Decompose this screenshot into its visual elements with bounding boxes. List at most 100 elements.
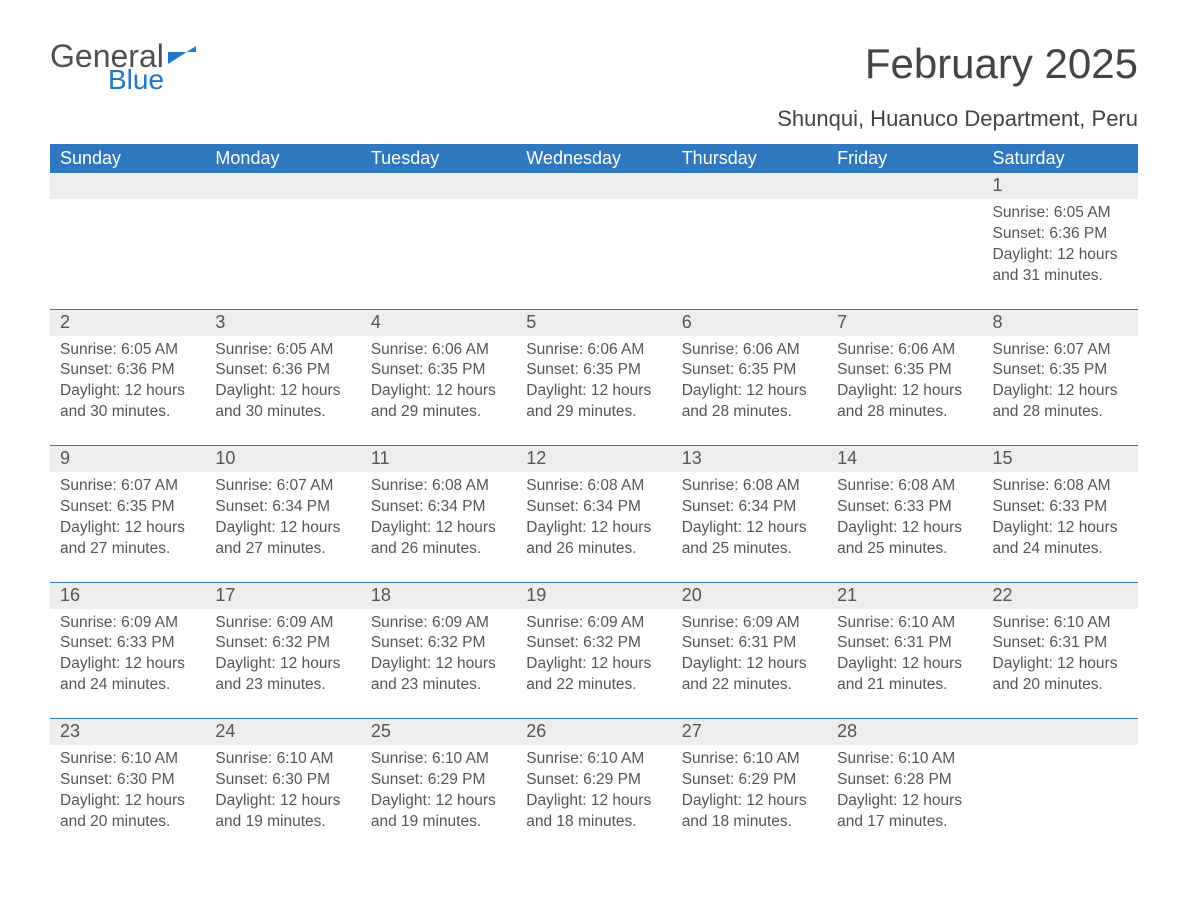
- sunrise-text: Sunrise: 6:08 AM: [837, 476, 972, 497]
- sunset-text: Sunset: 6:34 PM: [682, 497, 817, 518]
- sunset-text: Sunset: 6:30 PM: [60, 770, 195, 791]
- sunset-text: Sunset: 6:31 PM: [993, 633, 1128, 654]
- day-details: Sunrise: 6:06 AMSunset: 6:35 PMDaylight:…: [516, 336, 671, 434]
- sunset-text: Sunset: 6:33 PM: [60, 633, 195, 654]
- day-number: 3: [205, 310, 360, 336]
- calendar-day-cell: 27Sunrise: 6:10 AMSunset: 6:29 PMDayligh…: [672, 719, 827, 855]
- calendar-day-cell: 21Sunrise: 6:10 AMSunset: 6:31 PMDayligh…: [827, 583, 982, 719]
- calendar-day-cell: 22Sunrise: 6:10 AMSunset: 6:31 PMDayligh…: [983, 583, 1138, 719]
- day-details: [205, 199, 360, 213]
- title-block: February 2025 Shunqui, Huanuco Departmen…: [777, 40, 1138, 132]
- calendar-day-cell: 6Sunrise: 6:06 AMSunset: 6:35 PMDaylight…: [672, 310, 827, 446]
- weekday-header-row: Sunday Monday Tuesday Wednesday Thursday…: [50, 144, 1138, 173]
- day-number: 25: [361, 719, 516, 745]
- day-details: Sunrise: 6:06 AMSunset: 6:35 PMDaylight:…: [672, 336, 827, 434]
- day-details: Sunrise: 6:09 AMSunset: 6:31 PMDaylight:…: [672, 609, 827, 707]
- sunset-text: Sunset: 6:29 PM: [371, 770, 506, 791]
- calendar-day-cell: [827, 173, 982, 309]
- day-details: Sunrise: 6:08 AMSunset: 6:34 PMDaylight:…: [516, 472, 671, 570]
- calendar-day-cell: 5Sunrise: 6:06 AMSunset: 6:35 PMDaylight…: [516, 310, 671, 446]
- day-details: Sunrise: 6:10 AMSunset: 6:31 PMDaylight:…: [827, 609, 982, 707]
- header: General Blue February 2025 Shunqui, Huan…: [50, 40, 1138, 132]
- calendar-day-cell: 24Sunrise: 6:10 AMSunset: 6:30 PMDayligh…: [205, 719, 360, 855]
- weekday-header: Thursday: [672, 144, 827, 173]
- calendar-day-cell: 19Sunrise: 6:09 AMSunset: 6:32 PMDayligh…: [516, 583, 671, 719]
- location-subtitle: Shunqui, Huanuco Department, Peru: [777, 106, 1138, 132]
- day-details: Sunrise: 6:10 AMSunset: 6:28 PMDaylight:…: [827, 745, 982, 843]
- calendar-day-cell: 4Sunrise: 6:06 AMSunset: 6:35 PMDaylight…: [361, 310, 516, 446]
- daylight-text: Daylight: 12 hours and 29 minutes.: [371, 381, 506, 423]
- day-number: 26: [516, 719, 671, 745]
- daylight-text: Daylight: 12 hours and 20 minutes.: [60, 791, 195, 833]
- daylight-text: Daylight: 12 hours and 30 minutes.: [60, 381, 195, 423]
- calendar-day-cell: 17Sunrise: 6:09 AMSunset: 6:32 PMDayligh…: [205, 583, 360, 719]
- sunrise-text: Sunrise: 6:09 AM: [215, 613, 350, 634]
- calendar-day-cell: [205, 173, 360, 309]
- day-number: 11: [361, 446, 516, 472]
- day-number: 17: [205, 583, 360, 609]
- day-number: [50, 173, 205, 199]
- sunrise-text: Sunrise: 6:10 AM: [682, 749, 817, 770]
- day-details: Sunrise: 6:10 AMSunset: 6:29 PMDaylight:…: [672, 745, 827, 843]
- day-number: 5: [516, 310, 671, 336]
- logo: General Blue: [50, 40, 202, 94]
- day-details: Sunrise: 6:09 AMSunset: 6:32 PMDaylight:…: [516, 609, 671, 707]
- calendar-day-cell: 14Sunrise: 6:08 AMSunset: 6:33 PMDayligh…: [827, 446, 982, 582]
- day-details: Sunrise: 6:10 AMSunset: 6:29 PMDaylight:…: [516, 745, 671, 843]
- daylight-text: Daylight: 12 hours and 22 minutes.: [682, 654, 817, 696]
- sunset-text: Sunset: 6:31 PM: [837, 633, 972, 654]
- calendar-day-cell: 16Sunrise: 6:09 AMSunset: 6:33 PMDayligh…: [50, 583, 205, 719]
- weekday-header: Sunday: [50, 144, 205, 173]
- day-details: [516, 199, 671, 213]
- day-number: 28: [827, 719, 982, 745]
- daylight-text: Daylight: 12 hours and 24 minutes.: [60, 654, 195, 696]
- sunrise-text: Sunrise: 6:07 AM: [60, 476, 195, 497]
- sunset-text: Sunset: 6:32 PM: [526, 633, 661, 654]
- calendar-day-cell: [516, 173, 671, 309]
- day-number: 16: [50, 583, 205, 609]
- sunrise-text: Sunrise: 6:06 AM: [526, 340, 661, 361]
- sunset-text: Sunset: 6:29 PM: [526, 770, 661, 791]
- sunset-text: Sunset: 6:34 PM: [371, 497, 506, 518]
- day-number: 2: [50, 310, 205, 336]
- sunset-text: Sunset: 6:33 PM: [993, 497, 1128, 518]
- day-number: 7: [827, 310, 982, 336]
- day-details: Sunrise: 6:06 AMSunset: 6:35 PMDaylight:…: [361, 336, 516, 434]
- daylight-text: Daylight: 12 hours and 20 minutes.: [993, 654, 1128, 696]
- daylight-text: Daylight: 12 hours and 17 minutes.: [837, 791, 972, 833]
- calendar-day-cell: 1Sunrise: 6:05 AMSunset: 6:36 PMDaylight…: [983, 173, 1138, 309]
- calendar-week-row: 9Sunrise: 6:07 AMSunset: 6:35 PMDaylight…: [50, 446, 1138, 582]
- day-details: [361, 199, 516, 213]
- sunset-text: Sunset: 6:34 PM: [215, 497, 350, 518]
- calendar-day-cell: 26Sunrise: 6:10 AMSunset: 6:29 PMDayligh…: [516, 719, 671, 855]
- sunrise-text: Sunrise: 6:05 AM: [60, 340, 195, 361]
- daylight-text: Daylight: 12 hours and 27 minutes.: [60, 518, 195, 560]
- sunrise-text: Sunrise: 6:08 AM: [526, 476, 661, 497]
- daylight-text: Daylight: 12 hours and 31 minutes.: [993, 245, 1128, 287]
- calendar-body: 1 Sunrise: 6:05 AMSunset: 6:36 PMDaylight…: [50, 173, 1138, 855]
- day-details: Sunrise: 6:09 AMSunset: 6:32 PMDaylight:…: [205, 609, 360, 707]
- day-number: 10: [205, 446, 360, 472]
- calendar-day-cell: 15Sunrise: 6:08 AMSunset: 6:33 PMDayligh…: [983, 446, 1138, 582]
- day-details: Sunrise: 6:05 AMSunset: 6:36 PMDaylight:…: [205, 336, 360, 434]
- day-number: 14: [827, 446, 982, 472]
- logo-text: General Blue: [50, 40, 164, 94]
- daylight-text: Daylight: 12 hours and 18 minutes.: [526, 791, 661, 833]
- sunrise-text: Sunrise: 6:06 AM: [837, 340, 972, 361]
- day-details: Sunrise: 6:06 AMSunset: 6:35 PMDaylight:…: [827, 336, 982, 434]
- sunrise-text: Sunrise: 6:10 AM: [371, 749, 506, 770]
- day-number: 8: [983, 310, 1138, 336]
- day-details: Sunrise: 6:10 AMSunset: 6:30 PMDaylight:…: [205, 745, 360, 843]
- calendar-day-cell: 9Sunrise: 6:07 AMSunset: 6:35 PMDaylight…: [50, 446, 205, 582]
- sunrise-text: Sunrise: 6:07 AM: [215, 476, 350, 497]
- day-details: Sunrise: 6:08 AMSunset: 6:34 PMDaylight:…: [672, 472, 827, 570]
- sunset-text: Sunset: 6:35 PM: [993, 360, 1128, 381]
- day-number: 12: [516, 446, 671, 472]
- day-number: [205, 173, 360, 199]
- weekday-header: Wednesday: [516, 144, 671, 173]
- day-number: 1: [983, 173, 1138, 199]
- weekday-header: Monday: [205, 144, 360, 173]
- sunrise-text: Sunrise: 6:10 AM: [215, 749, 350, 770]
- logo-blue-text: Blue: [108, 66, 164, 94]
- day-details: Sunrise: 6:10 AMSunset: 6:29 PMDaylight:…: [361, 745, 516, 843]
